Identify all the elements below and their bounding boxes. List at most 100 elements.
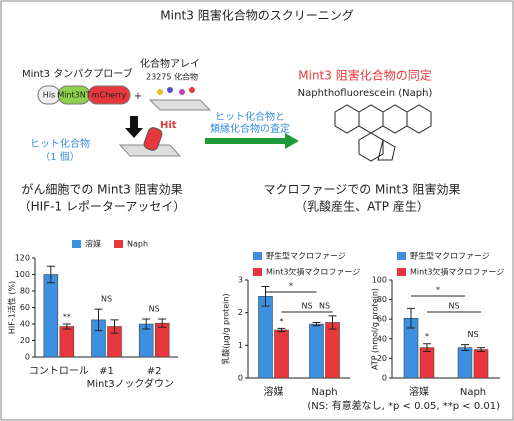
array (118, 87, 212, 157)
annotation: NS (301, 302, 312, 311)
y-tick-label: 120 (15, 254, 30, 263)
y-axis-label: ATP (nmol/g protein) (371, 288, 380, 370)
step-label: 類縁化合物の査定 (210, 122, 290, 135)
y-tick-label: 20 (377, 354, 387, 363)
error-bar (94, 308, 103, 332)
annotation: NS (149, 305, 160, 314)
bar (457, 347, 473, 379)
legend-swatch (72, 240, 81, 248)
x-tick-label: コントロール (29, 366, 89, 377)
molecule (334, 104, 432, 162)
annotation: ** (63, 313, 71, 322)
x-tick-label: 溶媒 (409, 385, 429, 398)
x-tick-label: Naph (460, 387, 486, 398)
annotation: NS (467, 330, 478, 339)
probe-part: His (43, 91, 55, 100)
y-axis-label: 乳酸(μg/g protein) (221, 293, 231, 364)
x-tick-label: 溶媒 (264, 385, 284, 398)
error-bar (312, 321, 321, 327)
error-bar (477, 347, 485, 353)
compound-name: Naphthofluorescein (Naph) (298, 88, 433, 99)
probe-part: mCherry (92, 91, 127, 100)
legend-swatch (397, 268, 406, 276)
legend-label: Mint3欠損マクロファージ (266, 267, 360, 277)
annotation: * (289, 282, 293, 291)
y-tick-label: 20 (20, 336, 30, 345)
error-bar (461, 344, 469, 352)
bar (419, 347, 435, 379)
legend-label: 野生型マクロファージ (410, 251, 490, 261)
error-bar (158, 318, 167, 328)
bar (309, 323, 324, 379)
legend-label: 野生型マクロファージ (266, 251, 346, 261)
result-label: Mint3 阻害化合物の同定 (298, 68, 431, 83)
x-tick-label: #1 (99, 366, 114, 377)
section-heading: がん細胞での Mint3 阻害効果 (21, 182, 182, 197)
probe-label: Mint3 タンパクプローブ (22, 67, 133, 80)
array-count: 23275 化合物 (146, 72, 198, 82)
y-tick-label: 80 (20, 287, 30, 296)
y-tick-label: 0 (25, 353, 30, 362)
legend-label: 溶媒 (85, 239, 101, 249)
step-label: ヒット化合物と (215, 110, 285, 123)
figure-title: Mint3 阻害化合物のスクリーニング (160, 8, 353, 23)
section-heading: （HIF-1 レポーターアッセイ） (19, 200, 186, 214)
legend-label: Naph (127, 240, 148, 249)
section-heading: （乳酸産生、ATP 産生） (295, 199, 429, 214)
group-label: Mint3ノックダウン (87, 377, 174, 390)
y-tick-label: 40 (377, 334, 387, 343)
bar (258, 296, 273, 379)
bar (43, 274, 59, 358)
bar (325, 322, 340, 379)
probe-part: Mint3NT (57, 91, 90, 100)
annotation: * (425, 332, 429, 341)
hit-compound: ヒット化合物 (30, 137, 90, 150)
x-tick-label: #2 (147, 366, 162, 377)
error-bar (277, 327, 286, 333)
y-tick-label: 1 (238, 341, 243, 350)
error-bar (261, 286, 270, 307)
hit-label: Hit (160, 120, 177, 131)
hit-count: （1 個） (40, 150, 80, 163)
y-tick-label: 60 (20, 303, 30, 312)
y-tick-label: 3 (238, 276, 243, 285)
legend-swatch (253, 268, 262, 276)
probe (37, 85, 131, 105)
error-bar (407, 307, 415, 329)
arrow (205, 133, 299, 149)
y-tick-label: 80 (377, 295, 387, 304)
y-tick-label: 100 (15, 270, 30, 279)
annotation: * (436, 286, 440, 295)
array-label: 化合物アレイ (140, 57, 200, 70)
error-bar (142, 318, 151, 330)
error-bar (62, 323, 71, 330)
error-bar (423, 343, 431, 353)
bar (274, 329, 289, 379)
annotation: NS (101, 295, 112, 304)
y-axis-label: HIF-1活性 (%) (7, 281, 17, 334)
error-bar (110, 319, 119, 334)
x-tick-label: Naph (311, 387, 337, 398)
y-tick-label: 100 (372, 276, 387, 285)
annotation: NS (319, 301, 330, 310)
section-heading: マクロファージでの Mint3 阻害効果 (263, 182, 460, 197)
legend-swatch (397, 252, 406, 260)
bar (59, 326, 75, 358)
annotation: * (280, 317, 284, 326)
y-tick-label: 2 (238, 308, 243, 317)
y-tick-label: 40 (20, 320, 30, 329)
legend-swatch (253, 252, 262, 260)
legend-label: Mint3欠損マクロファージ (410, 267, 504, 277)
error-bar (46, 265, 55, 284)
annotation: NS (448, 302, 459, 311)
error-bar (328, 315, 337, 330)
legend-swatch (114, 240, 123, 248)
y-tick-label: 0 (238, 374, 243, 383)
plus: + (134, 91, 142, 102)
y-tick-label: 60 (377, 315, 387, 324)
bar (473, 349, 489, 379)
bar (154, 322, 170, 358)
footnote: (NS: 有意差なし, *p < 0.05, **p < 0.01) (307, 399, 500, 412)
y-tick-label: 0 (382, 374, 387, 383)
